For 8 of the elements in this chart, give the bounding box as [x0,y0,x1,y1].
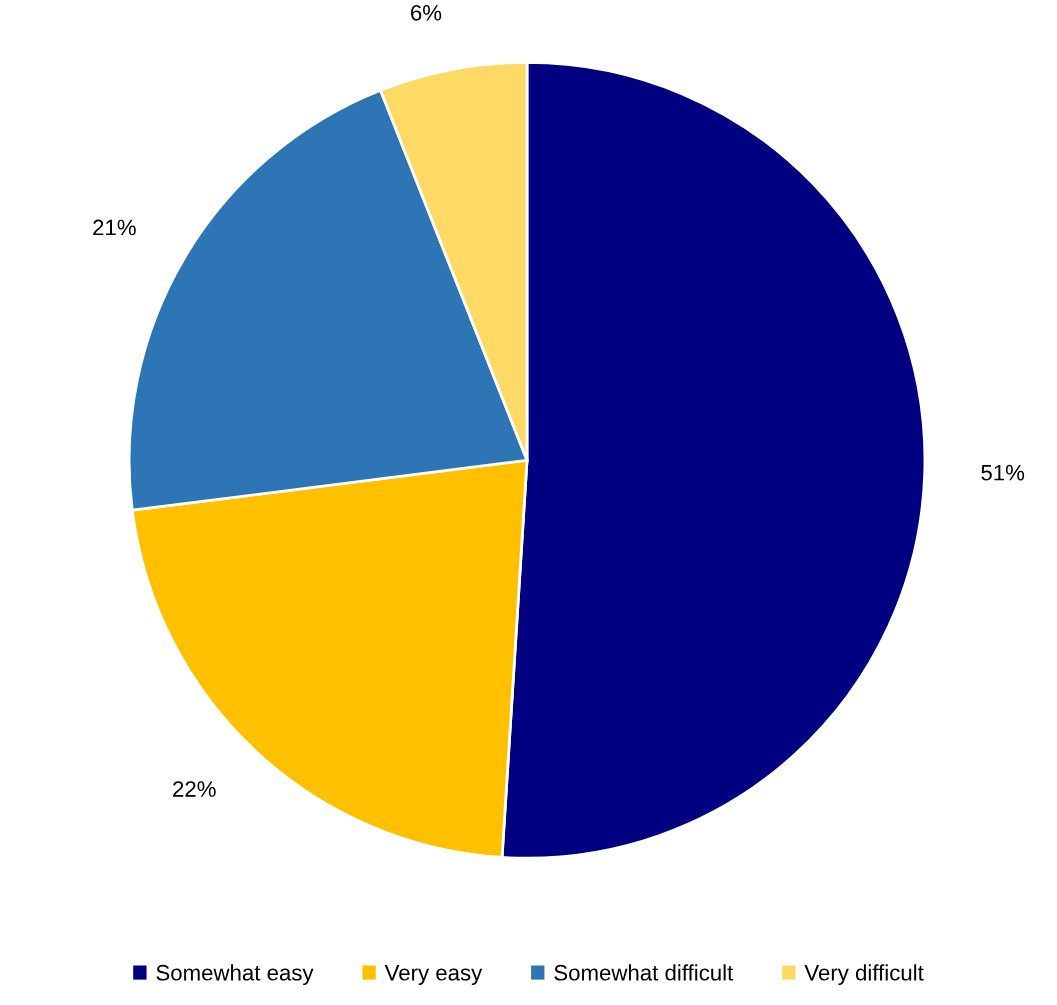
legend-label: Very difficult [804,964,924,985]
legend-label: Somewhat difficult [554,964,734,981]
legend-label: Very easy [384,965,483,985]
data-label: 21% [93,219,136,236]
data-label: 22% [173,781,216,797]
legend-label: Somewhat easy [156,964,314,985]
data-label: 51% [981,464,1025,481]
data-label: 6% [411,4,442,21]
